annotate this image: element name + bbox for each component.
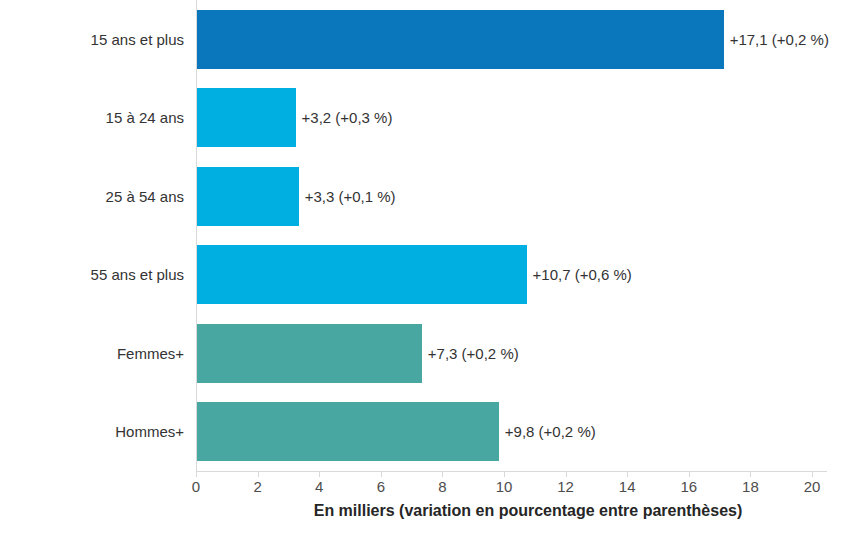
x-axis-tick [812,472,813,477]
bar [197,324,422,383]
x-axis-tick [689,472,690,477]
category-label: 15 à 24 ans [0,79,184,158]
bar [197,167,299,226]
x-axis-tick-label: 8 [438,478,446,495]
x-axis-tick-label: 0 [192,478,200,495]
bar-value-label: +10,7 (+0,6 %) [533,266,632,283]
category-label: 25 à 54 ans [0,157,184,236]
category-label: Femmes+ [0,314,184,393]
bar-value-label: +9,8 (+0,2 %) [505,423,596,440]
bar-value-label: +3,2 (+0,3 %) [302,109,393,126]
x-axis-tick [381,472,382,477]
x-axis-tick [196,472,197,477]
bar-row: +3,2 (+0,3 %) [197,79,813,158]
category-label: 15 ans et plus [0,0,184,79]
bar-row: +3,3 (+0,1 %) [197,157,813,236]
plot-area: +17,1 (+0,2 %) +3,2 (+0,3 %) +3,3 (+0,1 %)… [196,0,813,471]
bar-row: +17,1 (+0,2 %) [197,0,813,79]
x-axis-tick-label: 12 [557,478,574,495]
x-axis-tick [319,472,320,477]
x-axis-tick-label: 10 [496,478,513,495]
x-axis-tick-label: 6 [377,478,385,495]
category-label: Hommes+ [0,393,184,472]
bar-row: +7,3 (+0,2 %) [197,314,813,393]
bar-value-label: +3,3 (+0,1 %) [305,188,396,205]
x-axis-tick [504,472,505,477]
bar [197,402,499,461]
bar-row: +10,7 (+0,6 %) [197,236,813,315]
x-axis-tick-label: 16 [680,478,697,495]
x-axis-tick [750,472,751,477]
bar-row: +9,8 (+0,2 %) [197,393,813,472]
bar [197,245,527,304]
x-axis-tick [627,472,628,477]
x-axis-tick [566,472,567,477]
x-axis-title: En milliers (variation en pourcentage en… [220,502,836,520]
bar [197,10,724,69]
category-label: 55 ans et plus [0,236,184,315]
x-axis-tick-label: 18 [742,478,759,495]
x-axis-tick-label: 20 [804,478,821,495]
x-axis: 02468101214161820 [196,471,827,502]
bar [197,88,296,147]
bar-value-label: +17,1 (+0,2 %) [730,31,829,48]
x-axis-tick-label: 14 [619,478,636,495]
x-axis-tick [442,472,443,477]
bar-value-label: +7,3 (+0,2 %) [428,345,519,362]
category-labels: 15 ans et plus15 à 24 ans25 à 54 ans55 a… [0,0,184,471]
x-axis-tick [258,472,259,477]
bar-chart: 15 ans et plus15 à 24 ans25 à 54 ans55 a… [0,0,855,534]
x-axis-tick-label: 2 [253,478,261,495]
x-axis-tick-label: 4 [315,478,323,495]
